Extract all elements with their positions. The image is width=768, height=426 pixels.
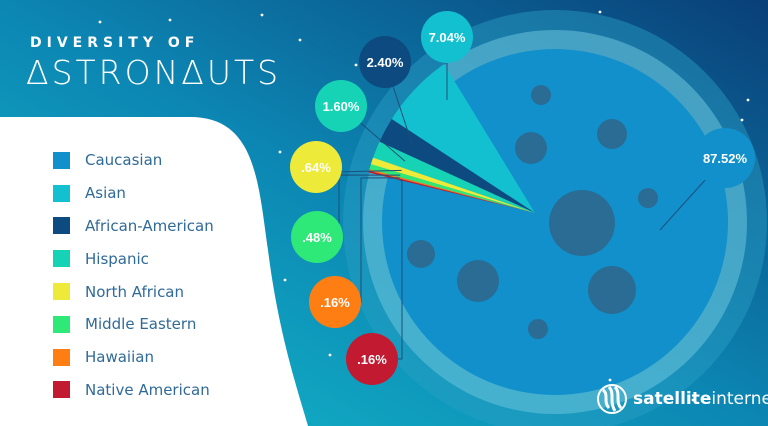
data-label-bubble: 1.60% [315,80,367,132]
legend-label: African-American [85,216,214,235]
legend-swatch [53,381,70,399]
data-label-bubble: .16% [346,333,398,385]
data-label: 87.52% [703,151,748,166]
legend-item: Middle Eastern [53,308,214,341]
data-label: 2.40% [367,55,404,70]
star-icon [283,278,287,282]
star-icon [260,13,264,17]
bubble-circle [346,333,398,385]
title-line-1: DIVERSITY OF [30,35,200,51]
pie-slice-hawaiian [362,151,535,213]
legend-swatch [53,348,70,366]
data-label-bubble: 2.40% [359,36,411,88]
legend-label: North African [85,282,185,301]
legend-label: Hawaiian [85,348,154,367]
pie-slice-middle-eastern [362,144,535,213]
legend-panel [0,117,308,426]
bubble-circle [421,11,473,63]
legend-item: Native American [53,374,214,407]
data-label-bubble: .48% [291,211,343,263]
star-icon [598,10,602,14]
bubble-circle [290,141,342,193]
legend-label: Caucasian [85,151,163,170]
star-icon [354,63,358,67]
legend-swatch [53,217,70,235]
star-icon [608,378,612,382]
star-icon [691,398,695,402]
legend-item: Caucasian [53,144,214,177]
data-label: .64% [301,160,331,175]
satelliteinternet-logo: satelliteinternet [597,384,768,414]
star-icon [740,118,744,122]
legend-item: North African [53,275,214,308]
star-icon [298,38,302,42]
bubble-circle [359,36,411,88]
bubble-circle [315,80,367,132]
star-icon [252,418,256,422]
pie-slice-native-american [362,153,535,213]
bubble-circle [695,128,755,188]
legend-item: Asian [53,177,214,210]
data-label: .48% [302,230,332,245]
craters [407,85,658,339]
data-label-bubble: .64% [290,141,342,193]
legend: Caucasian Asian African-American Hispani… [53,144,214,406]
legend-label: Middle Eastern [85,315,197,334]
data-label-bubble: .16% [309,276,361,328]
legend-label: Asian [85,184,126,203]
legend-item: African-American [53,210,214,243]
star-icon [98,20,102,24]
legend-label: Native American [85,380,210,399]
data-label: .16% [357,352,387,367]
satellite-logo-icon [597,384,627,414]
legend-item: Hawaiian [53,341,214,374]
data-label: 7.04% [429,30,466,45]
legend-item: Hispanic [53,242,214,275]
star-icon [278,150,282,154]
legend-swatch [53,184,70,202]
data-label: .16% [320,295,350,310]
legend-label: Hispanic [85,249,149,268]
legend-swatch [53,151,70,169]
star-icon [746,98,750,102]
title-line-2: ΔSTRONΔUTS [26,53,282,92]
star-icon [168,18,172,22]
data-label-bubble: 7.04% [421,11,473,63]
logo-text-bold: satellite [633,389,712,409]
bubble-circle [291,211,343,263]
legend-swatch [53,315,70,333]
star-icon [328,353,332,357]
legend-swatch [53,250,70,268]
legend-swatch [53,283,70,301]
bubble-circle [309,276,361,328]
data-label: 1.60% [323,99,360,114]
logo-text-light: internet [711,389,768,409]
data-label-bubble: 87.52% [695,128,755,188]
